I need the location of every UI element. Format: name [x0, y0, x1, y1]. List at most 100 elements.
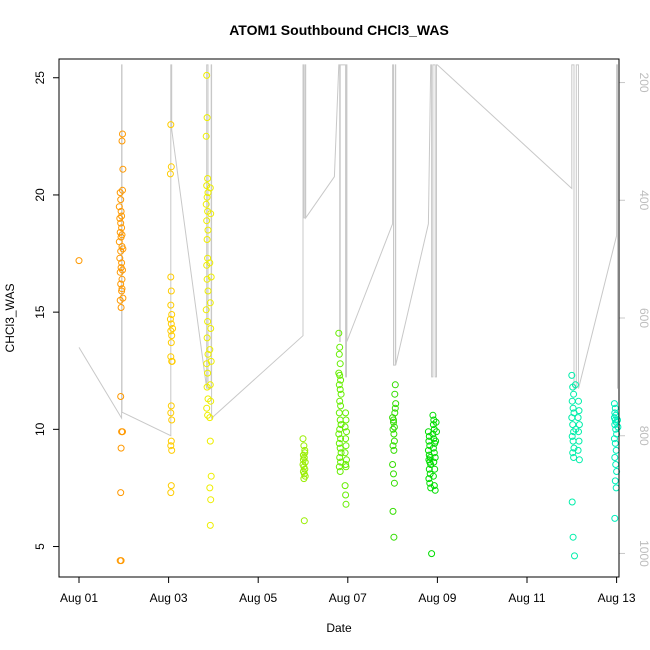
y2-tick-label: 800 — [637, 426, 650, 446]
data-point — [300, 442, 308, 450]
data-point — [569, 421, 577, 429]
scatter-points-layer — [75, 71, 622, 565]
data-point — [431, 486, 439, 494]
series-7 — [568, 371, 583, 560]
data-point — [342, 435, 350, 443]
data-point — [341, 449, 349, 457]
data-point — [335, 430, 343, 438]
data-point — [167, 339, 175, 347]
data-point — [118, 285, 126, 293]
data-point — [75, 257, 83, 265]
data-point — [569, 533, 577, 541]
data-point — [389, 442, 397, 450]
x-tick-label: Aug 07 — [329, 591, 367, 605]
data-point — [390, 533, 398, 541]
data-point — [119, 294, 127, 302]
data-point — [206, 437, 214, 445]
data-point — [342, 463, 350, 471]
data-point — [574, 414, 582, 422]
x-tick-label: Aug 01 — [60, 591, 98, 605]
data-point — [611, 454, 619, 461]
y2-tick-label: 1000 — [637, 540, 650, 567]
data-point — [204, 175, 212, 182]
x-tick-label: Aug 13 — [598, 591, 636, 605]
data-point — [612, 446, 620, 454]
data-point — [202, 200, 210, 208]
data-point — [425, 465, 433, 473]
y-tick-label: 25 — [33, 71, 47, 85]
y2-tick-label: 200 — [637, 73, 650, 93]
data-point — [610, 400, 618, 408]
data-point — [575, 456, 583, 464]
data-point — [206, 259, 214, 267]
data-point — [167, 402, 175, 410]
data-point — [342, 500, 350, 508]
data-point — [390, 430, 398, 438]
series-0 — [75, 130, 127, 565]
data-point — [610, 435, 618, 443]
data-point — [117, 196, 125, 204]
data-point — [575, 421, 583, 429]
data-point — [117, 219, 125, 227]
data-point — [389, 425, 397, 433]
data-point — [203, 114, 211, 122]
data-point — [343, 456, 350, 464]
data-point — [117, 444, 125, 452]
x-axis-label: Date — [326, 621, 352, 635]
data-point — [341, 423, 349, 431]
data-point — [119, 130, 126, 138]
y-tick-label: 5 — [33, 543, 47, 550]
data-point — [430, 425, 438, 433]
data-point — [389, 461, 397, 468]
data-point — [342, 442, 350, 450]
data-point — [568, 397, 576, 405]
data-point — [390, 446, 398, 454]
data-point — [337, 390, 345, 398]
data-point — [167, 409, 175, 417]
data-point — [204, 411, 212, 419]
data-point — [335, 350, 343, 358]
data-point — [390, 470, 397, 478]
data-point — [117, 304, 125, 311]
data-point — [429, 472, 437, 480]
data-point — [167, 353, 175, 361]
data-point — [115, 203, 123, 211]
data-point — [117, 280, 125, 288]
data-point — [300, 517, 308, 525]
data-point — [117, 393, 125, 400]
data-point — [167, 273, 175, 281]
data-point — [116, 268, 124, 276]
data-point — [432, 418, 440, 426]
data-point — [202, 132, 210, 140]
data-point — [203, 182, 211, 190]
data-point — [391, 381, 399, 389]
data-point — [429, 430, 437, 438]
data-point — [336, 397, 344, 405]
data-point — [611, 477, 619, 485]
data-point — [119, 186, 126, 194]
data-point — [206, 299, 214, 307]
data-point — [117, 557, 125, 565]
data-point — [118, 231, 126, 239]
data-point — [117, 207, 125, 215]
data-point — [168, 357, 176, 365]
data-point — [570, 390, 578, 398]
y-tick-label: 20 — [33, 188, 47, 202]
data-point — [336, 371, 344, 379]
data-point — [168, 446, 176, 454]
data-point — [207, 496, 215, 504]
data-point — [430, 458, 438, 466]
data-point — [119, 245, 127, 253]
data-point — [337, 449, 345, 457]
data-point — [206, 184, 214, 192]
data-point — [117, 489, 125, 497]
data-point — [336, 444, 344, 452]
data-point — [570, 428, 578, 436]
data-point — [336, 360, 344, 368]
x-tick-label: Aug 05 — [239, 591, 277, 605]
data-point — [611, 404, 619, 412]
data-point — [431, 454, 439, 461]
data-point — [202, 306, 210, 314]
axes-layer: Aug 01 Aug 03 Aug 05 Aug 07 Aug 09 Aug 11 Aug … — [33, 71, 650, 605]
data-point — [207, 273, 215, 281]
